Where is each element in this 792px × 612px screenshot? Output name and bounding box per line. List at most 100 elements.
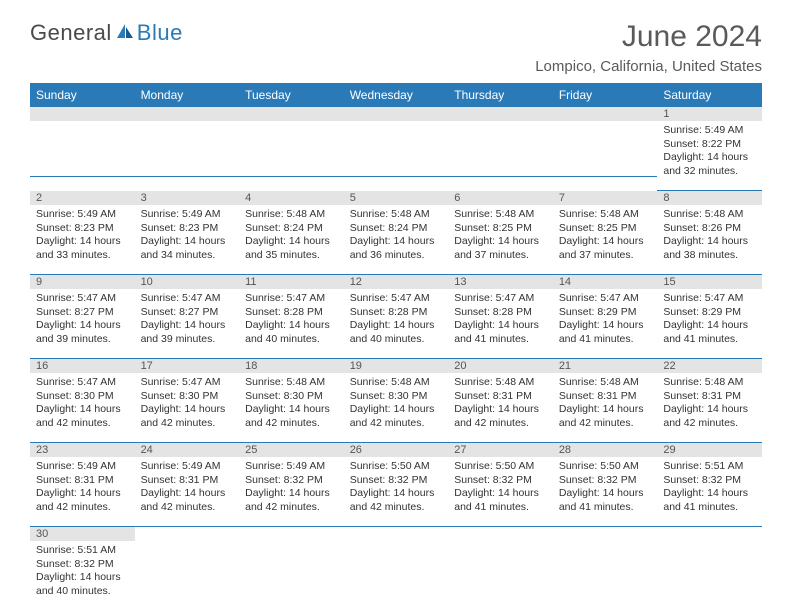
sunrise-line: Sunrise: 5:49 AM xyxy=(141,208,234,222)
daylight-line: and 42 minutes. xyxy=(559,417,652,431)
header: General Blue June 2024 Lompico, Californ… xyxy=(30,20,762,75)
daylight-line: Daylight: 14 hours xyxy=(350,487,443,501)
daylight-line: Daylight: 14 hours xyxy=(559,235,652,249)
brand-general: General xyxy=(30,20,112,46)
daylight-line: Daylight: 14 hours xyxy=(36,487,129,501)
daylight-line: Daylight: 14 hours xyxy=(663,151,756,165)
day-number: 7 xyxy=(553,191,658,205)
day-number: 24 xyxy=(135,443,240,457)
day-cell xyxy=(30,107,135,191)
sunrise-line: Sunrise: 5:50 AM xyxy=(350,460,443,474)
day-number: 28 xyxy=(553,443,658,457)
day-number: 25 xyxy=(239,443,344,457)
day-cell xyxy=(344,527,449,611)
day-number: 19 xyxy=(344,359,449,373)
sunset-line: Sunset: 8:23 PM xyxy=(141,222,234,236)
sunrise-line: Sunrise: 5:50 AM xyxy=(559,460,652,474)
sunrise-line: Sunrise: 5:47 AM xyxy=(350,292,443,306)
empty-day xyxy=(553,107,658,121)
day-cell: 27Sunrise: 5:50 AMSunset: 8:32 PMDayligh… xyxy=(448,443,553,527)
day-cell: 24Sunrise: 5:49 AMSunset: 8:31 PMDayligh… xyxy=(135,443,240,527)
sunrise-line: Sunrise: 5:51 AM xyxy=(663,460,756,474)
sunset-line: Sunset: 8:30 PM xyxy=(245,390,338,404)
sunset-line: Sunset: 8:32 PM xyxy=(36,558,129,572)
sunset-line: Sunset: 8:31 PM xyxy=(454,390,547,404)
sunrise-line: Sunrise: 5:47 AM xyxy=(141,376,234,390)
day-number: 16 xyxy=(30,359,135,373)
day-number: 2 xyxy=(30,191,135,205)
daylight-line: Daylight: 14 hours xyxy=(454,319,547,333)
sunrise-line: Sunrise: 5:48 AM xyxy=(350,208,443,222)
daylight-line: and 39 minutes. xyxy=(141,333,234,347)
day-cell: 23Sunrise: 5:49 AMSunset: 8:31 PMDayligh… xyxy=(30,443,135,527)
week-row: 1Sunrise: 5:49 AMSunset: 8:22 PMDaylight… xyxy=(30,107,762,191)
daylight-line: Daylight: 14 hours xyxy=(245,235,338,249)
day-cell: 20Sunrise: 5:48 AMSunset: 8:31 PMDayligh… xyxy=(448,359,553,443)
daylight-line: and 42 minutes. xyxy=(141,417,234,431)
sunset-line: Sunset: 8:32 PM xyxy=(663,474,756,488)
day-number: 18 xyxy=(239,359,344,373)
day-cell: 7Sunrise: 5:48 AMSunset: 8:25 PMDaylight… xyxy=(553,191,658,275)
day-cell: 5Sunrise: 5:48 AMSunset: 8:24 PMDaylight… xyxy=(344,191,449,275)
day-number: 4 xyxy=(239,191,344,205)
sunset-line: Sunset: 8:27 PM xyxy=(141,306,234,320)
daylight-line: and 42 minutes. xyxy=(36,417,129,431)
week-row: 23Sunrise: 5:49 AMSunset: 8:31 PMDayligh… xyxy=(30,443,762,527)
sunset-line: Sunset: 8:29 PM xyxy=(559,306,652,320)
daylight-line: Daylight: 14 hours xyxy=(350,319,443,333)
daylight-line: and 42 minutes. xyxy=(350,417,443,431)
daylight-line: Daylight: 14 hours xyxy=(245,403,338,417)
daylight-line: and 37 minutes. xyxy=(559,249,652,263)
sunset-line: Sunset: 8:32 PM xyxy=(245,474,338,488)
daylight-line: Daylight: 14 hours xyxy=(36,235,129,249)
weekday-header: Wednesday xyxy=(344,83,449,107)
day-cell xyxy=(657,527,762,611)
weekday-header: Thursday xyxy=(448,83,553,107)
sunrise-line: Sunrise: 5:47 AM xyxy=(454,292,547,306)
day-number: 17 xyxy=(135,359,240,373)
day-cell xyxy=(553,107,658,191)
daylight-line: Daylight: 14 hours xyxy=(454,487,547,501)
daylight-line: and 36 minutes. xyxy=(350,249,443,263)
sunset-line: Sunset: 8:28 PM xyxy=(350,306,443,320)
daylight-line: and 41 minutes. xyxy=(663,501,756,515)
daylight-line: and 42 minutes. xyxy=(663,417,756,431)
daylight-line: and 33 minutes. xyxy=(36,249,129,263)
daylight-line: and 34 minutes. xyxy=(141,249,234,263)
weekday-header: Tuesday xyxy=(239,83,344,107)
weekday-header-row: Sunday Monday Tuesday Wednesday Thursday… xyxy=(30,83,762,107)
calendar-table: Sunday Monday Tuesday Wednesday Thursday… xyxy=(30,83,762,611)
empty-day xyxy=(448,107,553,121)
sunset-line: Sunset: 8:24 PM xyxy=(245,222,338,236)
day-cell xyxy=(553,527,658,611)
day-number: 8 xyxy=(657,191,762,205)
sunset-line: Sunset: 8:31 PM xyxy=(559,390,652,404)
daylight-line: and 40 minutes. xyxy=(36,585,129,599)
day-cell: 22Sunrise: 5:48 AMSunset: 8:31 PMDayligh… xyxy=(657,359,762,443)
sail-icon xyxy=(115,20,135,46)
day-cell: 15Sunrise: 5:47 AMSunset: 8:29 PMDayligh… xyxy=(657,275,762,359)
sunset-line: Sunset: 8:31 PM xyxy=(36,474,129,488)
daylight-line: and 42 minutes. xyxy=(36,501,129,515)
title-block: June 2024 Lompico, California, United St… xyxy=(535,20,762,75)
empty-day xyxy=(135,107,240,121)
sunset-line: Sunset: 8:28 PM xyxy=(454,306,547,320)
day-cell xyxy=(135,107,240,191)
daylight-line: Daylight: 14 hours xyxy=(663,487,756,501)
daylight-line: Daylight: 14 hours xyxy=(663,403,756,417)
weekday-header: Monday xyxy=(135,83,240,107)
sunrise-line: Sunrise: 5:48 AM xyxy=(663,376,756,390)
daylight-line: Daylight: 14 hours xyxy=(141,487,234,501)
sunrise-line: Sunrise: 5:47 AM xyxy=(36,292,129,306)
daylight-line: Daylight: 14 hours xyxy=(141,403,234,417)
daylight-line: Daylight: 14 hours xyxy=(245,487,338,501)
sunset-line: Sunset: 8:27 PM xyxy=(36,306,129,320)
daylight-line: and 42 minutes. xyxy=(141,501,234,515)
daylight-line: and 40 minutes. xyxy=(350,333,443,347)
day-cell: 26Sunrise: 5:50 AMSunset: 8:32 PMDayligh… xyxy=(344,443,449,527)
sunset-line: Sunset: 8:31 PM xyxy=(663,390,756,404)
sunrise-line: Sunrise: 5:48 AM xyxy=(245,208,338,222)
daylight-line: Daylight: 14 hours xyxy=(36,571,129,585)
day-number: 20 xyxy=(448,359,553,373)
daylight-line: and 37 minutes. xyxy=(454,249,547,263)
